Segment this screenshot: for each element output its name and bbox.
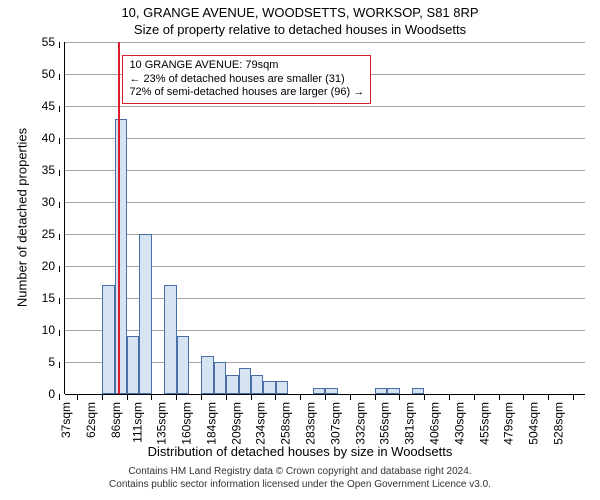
x-tick-label: 135sqm	[155, 402, 169, 445]
y-tick-label: 20	[42, 259, 55, 273]
grid-line	[65, 42, 585, 43]
x-tick-label: 86sqm	[109, 402, 123, 438]
x-tick-label: 406sqm	[428, 402, 442, 445]
bar	[239, 368, 251, 394]
marker-line	[118, 42, 120, 394]
grid-line	[65, 106, 585, 107]
bar	[164, 285, 176, 394]
x-axis-line	[65, 394, 585, 395]
chart-title: 10, GRANGE AVENUE, WOODSETTS, WORKSOP, S…	[0, 5, 600, 20]
y-tick	[59, 234, 60, 240]
x-tick-label: 234sqm	[254, 402, 268, 445]
y-tick	[59, 266, 60, 272]
bar	[102, 285, 114, 394]
y-tick-label: 45	[42, 99, 55, 113]
bar	[201, 356, 213, 394]
y-tick	[59, 42, 60, 48]
y-tick	[59, 362, 60, 368]
x-tick-label: 62sqm	[84, 402, 98, 438]
y-tick-label: 35	[42, 163, 55, 177]
y-tick-label: 50	[42, 67, 55, 81]
y-tick-label: 40	[42, 131, 55, 145]
annotation-line: 10 GRANGE AVENUE: 79sqm	[129, 59, 364, 73]
y-tick-label: 5	[48, 355, 55, 369]
y-tick	[59, 106, 60, 112]
x-tick-label: 332sqm	[353, 402, 367, 445]
y-tick	[59, 138, 60, 144]
y-tick-label: 55	[42, 35, 55, 49]
y-tick-label: 25	[42, 227, 55, 241]
annotation-line: 72% of semi-detached houses are larger (…	[129, 86, 364, 100]
x-tick-label: 209sqm	[229, 402, 243, 445]
grid-line	[65, 138, 585, 139]
footer: Contains HM Land Registry data © Crown c…	[0, 466, 600, 491]
y-tick-label: 30	[42, 195, 55, 209]
bar	[226, 375, 238, 394]
x-tick-label: 479sqm	[502, 402, 516, 445]
y-tick-label: 0	[48, 387, 55, 401]
bar	[276, 381, 288, 394]
y-tick	[59, 330, 60, 336]
x-tick-label: 528sqm	[552, 402, 566, 445]
x-tick-label: 283sqm	[304, 402, 318, 445]
y-tick	[59, 74, 60, 80]
bar	[127, 336, 139, 394]
plot-inner: 051015202530354045505537sqm62sqm86sqm111…	[65, 42, 585, 394]
x-tick-label: 37sqm	[59, 402, 73, 438]
bar	[177, 336, 189, 394]
y-tick	[59, 298, 60, 304]
x-tick-label: 160sqm	[180, 402, 194, 445]
annotation-line: ← 23% of detached houses are smaller (31…	[129, 73, 364, 87]
bar	[214, 362, 226, 394]
y-axis-line	[64, 42, 65, 394]
x-tick-label: 430sqm	[452, 402, 466, 445]
x-tick-label: 184sqm	[204, 402, 218, 445]
x-tick-label: 356sqm	[378, 402, 392, 445]
bar	[251, 375, 263, 394]
x-tick-label: 111sqm	[131, 402, 145, 443]
footer-line-2: Contains public sector information licen…	[0, 479, 600, 492]
bar	[139, 234, 151, 394]
grid-line	[65, 202, 585, 203]
y-tick	[59, 394, 60, 400]
x-tick-label: 381sqm	[403, 402, 417, 445]
x-tick-label: 455sqm	[477, 402, 491, 445]
footer-line-1: Contains HM Land Registry data © Crown c…	[0, 466, 600, 479]
x-tick-label: 258sqm	[279, 402, 293, 445]
annotation-box: 10 GRANGE AVENUE: 79sqm← 23% of detached…	[122, 55, 371, 104]
bar	[115, 119, 127, 394]
y-tick	[59, 202, 60, 208]
bar	[263, 381, 275, 394]
x-axis-label: Distribution of detached houses by size …	[0, 444, 600, 459]
x-tick-label: 504sqm	[527, 402, 541, 445]
plot-area: 051015202530354045505537sqm62sqm86sqm111…	[65, 42, 585, 394]
y-tick-label: 10	[42, 323, 55, 337]
y-tick-label: 15	[42, 291, 55, 305]
grid-line	[65, 170, 585, 171]
y-tick	[59, 170, 60, 176]
y-axis-label: Number of detached properties	[15, 118, 30, 318]
x-tick-label: 307sqm	[328, 402, 342, 445]
chart-subtitle: Size of property relative to detached ho…	[0, 22, 600, 37]
